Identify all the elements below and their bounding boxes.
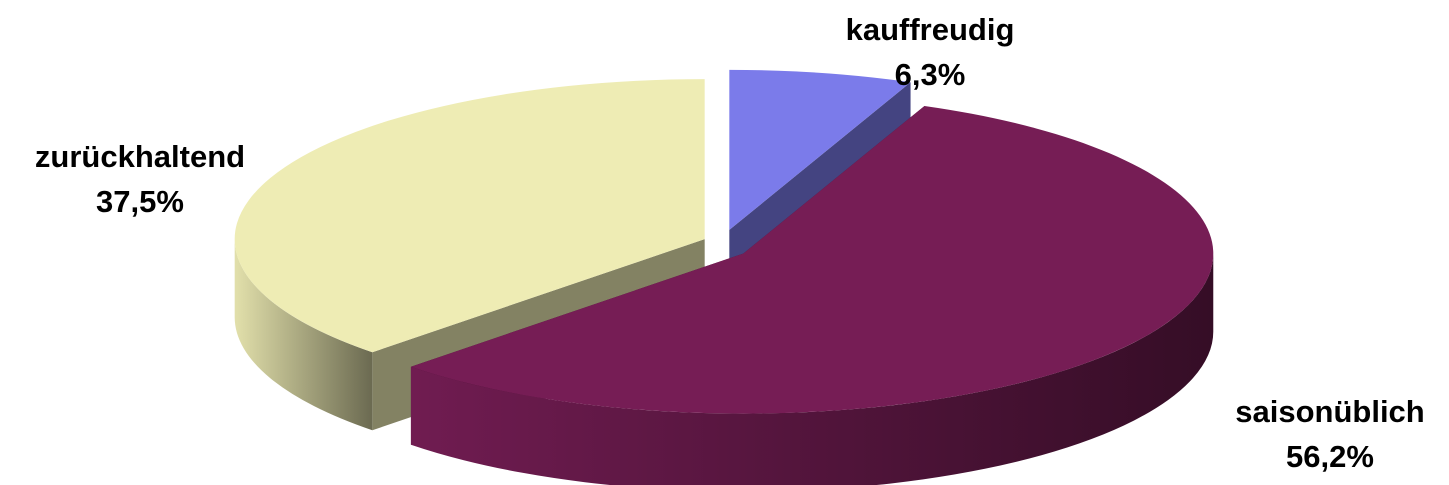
- slice-label: zurückhaltend: [35, 139, 245, 174]
- slice-side: [234, 239, 373, 431]
- slice-top: [729, 69, 911, 230]
- slice: [410, 105, 1214, 485]
- slice-top: [410, 105, 1214, 414]
- slice-label: kauffreudig: [846, 12, 1015, 47]
- slice-top: [234, 79, 705, 353]
- slice-value-label: 37,5%: [96, 184, 184, 219]
- slice-value-label: 6,3%: [895, 57, 966, 92]
- slice-label: saisonüblich: [1235, 394, 1424, 429]
- slice-value-label: 56,2%: [1286, 439, 1374, 474]
- slice-side: [410, 253, 1214, 485]
